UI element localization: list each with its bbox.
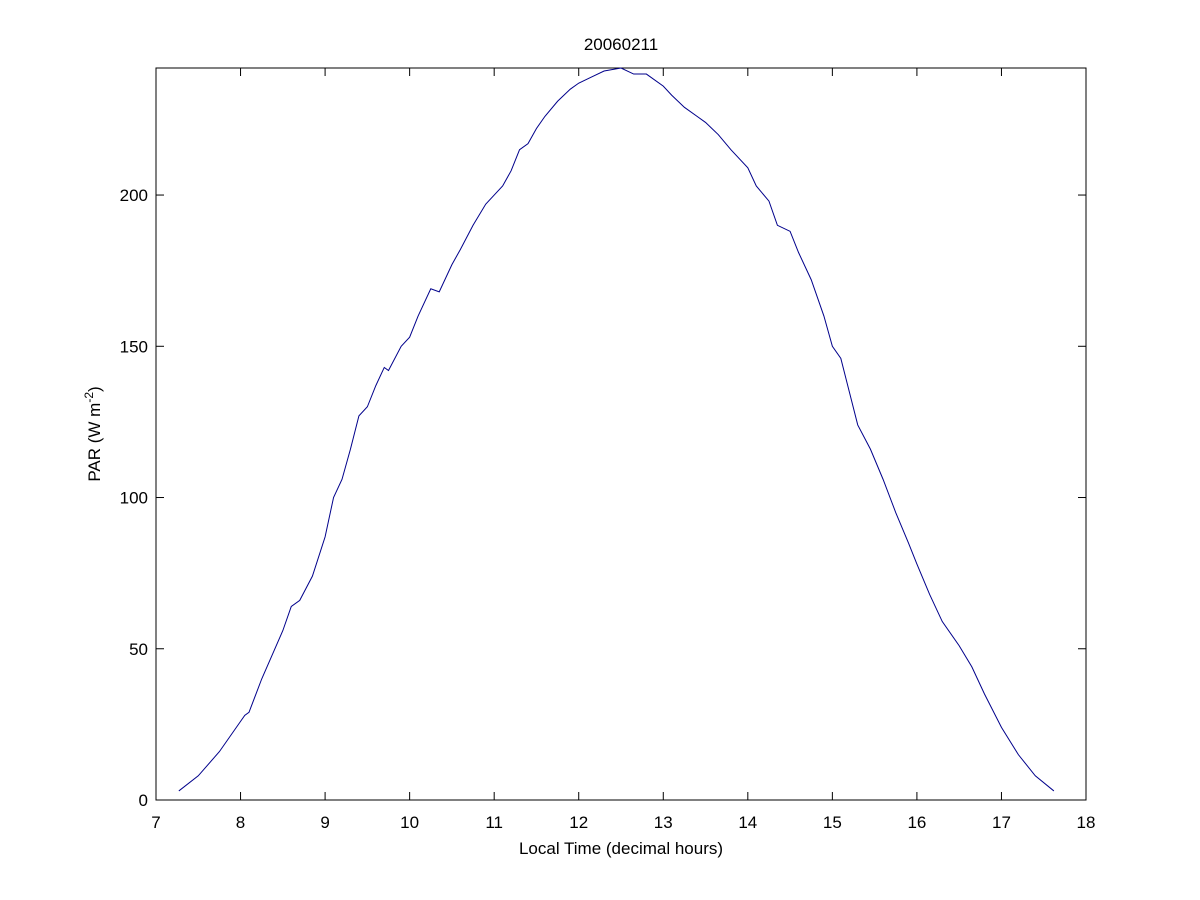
y-label-end: ) — [85, 386, 104, 392]
x-tick-label: 18 — [1077, 813, 1096, 832]
y-tick-label: 100 — [120, 489, 148, 508]
x-tick-label: 15 — [823, 813, 842, 832]
x-tick-label: 7 — [151, 813, 160, 832]
x-tick-label: 16 — [907, 813, 926, 832]
plot-frame — [155, 67, 1087, 801]
x-tick-label: 14 — [738, 813, 757, 832]
x-tick-label: 11 — [485, 813, 503, 832]
y-tick-label: 150 — [120, 337, 148, 356]
chart-title: 20060211 — [584, 35, 658, 54]
y-label-main: PAR (W m — [85, 403, 104, 482]
y-label-sup: -2 — [82, 392, 96, 403]
y-axis-label: PAR (W m-2) — [82, 386, 104, 481]
y-tick-label: 0 — [139, 791, 148, 810]
y-tick-label: 200 — [120, 186, 148, 205]
x-tick-label: 13 — [654, 813, 673, 832]
data-line — [178, 67, 1055, 792]
x-axis-label: Local Time (decimal hours) — [519, 839, 723, 858]
x-tick-label: 12 — [569, 813, 588, 832]
x-tick-label: 8 — [236, 813, 245, 832]
y-tick-label: 50 — [129, 640, 148, 659]
x-tick-label: 17 — [992, 813, 1011, 832]
x-tick-label: 9 — [320, 813, 329, 832]
x-tick-label: 10 — [400, 813, 419, 832]
